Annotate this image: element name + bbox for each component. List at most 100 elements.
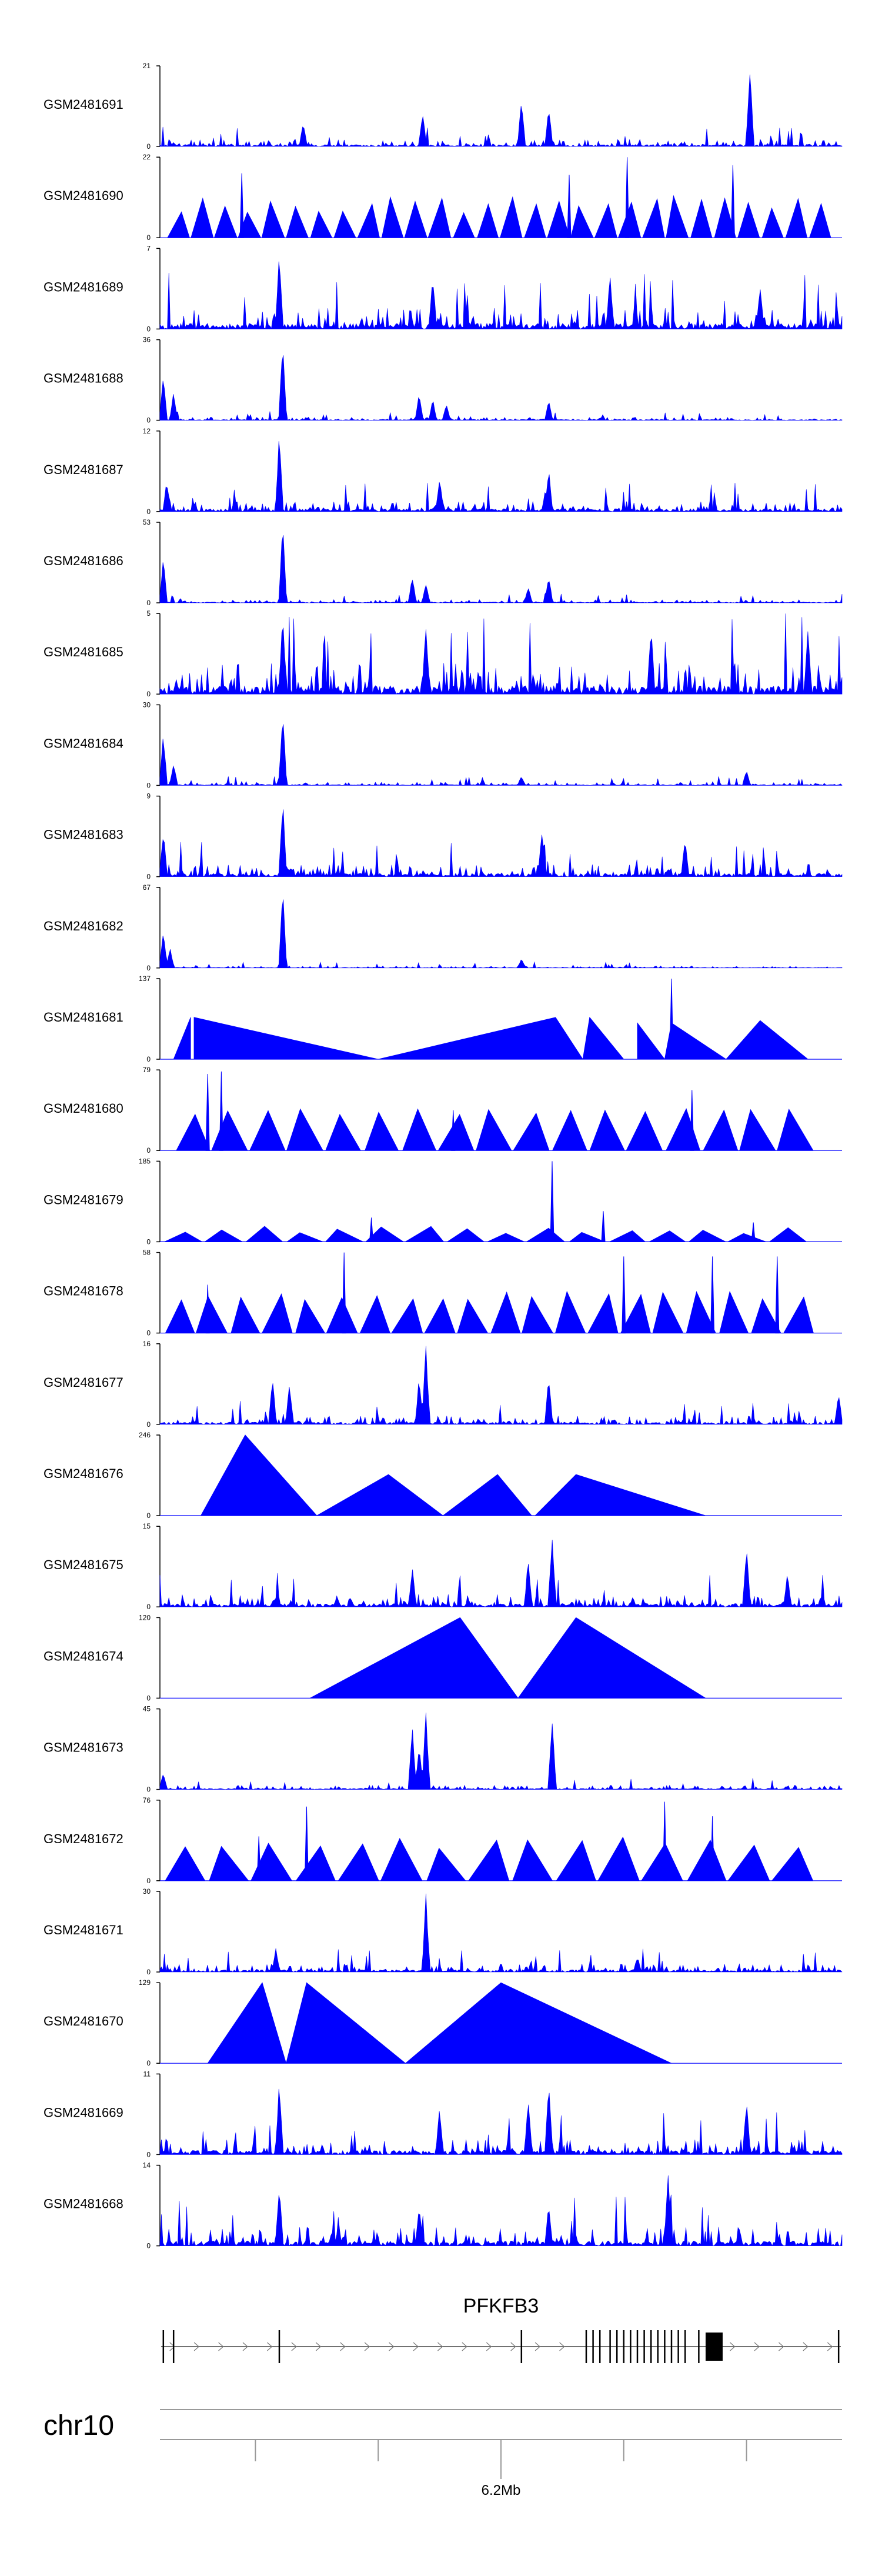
coverage-triangle	[195, 1295, 228, 1333]
coverage-triangle	[209, 1846, 249, 1881]
y-min-label: 0	[146, 1786, 151, 1794]
coverage-triangle	[365, 1112, 399, 1151]
track-label: GSM2481671	[44, 1923, 123, 1937]
coverage-triangle	[666, 195, 689, 238]
coverage-triangle	[637, 1022, 666, 1060]
y-max-label: 120	[139, 1613, 151, 1621]
y-min-label: 0	[146, 416, 151, 425]
coverage-triangle	[380, 1837, 423, 1881]
coverage-spike	[567, 175, 572, 238]
gene-track: PFKFB3	[161, 2295, 841, 2363]
track-label: GSM2481684	[44, 736, 123, 750]
y-max-label: 11	[143, 2070, 151, 2078]
coverage-triangle	[809, 202, 831, 238]
coverage-triangle	[200, 1434, 318, 1516]
track-label: GSM2481669	[44, 2105, 123, 2120]
strand-arrow	[779, 2342, 784, 2351]
coverage-triangle	[405, 1982, 672, 2064]
coverage-triangle	[490, 1291, 521, 1333]
coverage-triangle	[165, 1299, 195, 1333]
coverage-triangle	[167, 211, 190, 238]
coverage-triangle	[249, 1110, 286, 1151]
coverage-area	[159, 1346, 843, 1425]
track-label: GSM2481689	[44, 279, 123, 294]
coverage-triangle	[554, 1290, 586, 1333]
coverage-triangle	[213, 205, 238, 238]
coverage-triangle	[207, 1982, 287, 2064]
coverage-area	[159, 74, 843, 147]
y-max-label: 9	[146, 792, 151, 800]
coverage-triangle	[295, 1299, 326, 1333]
coverage-triangle	[404, 200, 427, 238]
coverage-triangle	[286, 1108, 323, 1151]
coverage-triangle	[727, 1233, 766, 1242]
coverage-area	[159, 261, 843, 330]
coverage-triangle	[477, 203, 499, 238]
track-GSM2481672: GSM2481672 76 0	[44, 1796, 842, 1885]
track-GSM2481677: GSM2481677 16 0	[44, 1340, 843, 1429]
coverage-triangle	[552, 1110, 587, 1151]
track-label: GSM2481676	[44, 1466, 123, 1481]
y-min-label: 0	[146, 1877, 151, 1885]
coverage-triangle	[453, 212, 475, 238]
coverage-triangle	[517, 1617, 707, 1699]
coverage-triangle	[547, 200, 570, 238]
strand-arrow	[267, 2342, 273, 2351]
track-label: GSM2481668	[44, 2197, 123, 2211]
coverage-triangle	[173, 1017, 191, 1060]
coverage-triangle	[641, 1843, 683, 1881]
strand-arrow	[534, 2342, 541, 2351]
coverage-spike	[304, 1806, 309, 1881]
y-min-label: 0	[146, 1694, 151, 1702]
y-max-label: 137	[139, 975, 151, 983]
coverage-triangle	[737, 202, 760, 238]
y-min-label: 0	[146, 142, 151, 151]
coverage-spike	[601, 1211, 606, 1242]
coverage-spike	[690, 1090, 694, 1151]
strand-arrow	[437, 2342, 443, 2351]
y-min-label: 0	[146, 1237, 151, 1246]
coverage-triangle	[211, 1110, 248, 1151]
coverage-triangle	[727, 1844, 770, 1881]
y-max-label: 67	[143, 883, 151, 892]
y-max-label: 76	[143, 1796, 151, 1804]
coverage-triangle	[690, 198, 713, 238]
coverage-triangle	[381, 196, 404, 238]
coverage-triangle	[626, 1111, 663, 1151]
track-label: GSM2481691	[44, 97, 123, 112]
track-label: GSM2481670	[44, 2014, 123, 2028]
strand-arrow	[803, 2342, 808, 2351]
coverage-triangle	[526, 1227, 566, 1242]
chromosome-label: chr10	[44, 2410, 114, 2441]
coverage-triangle	[556, 1840, 596, 1881]
coverage-triangle	[703, 1109, 739, 1151]
coverage-spike	[342, 1252, 346, 1334]
exon-block	[706, 2333, 723, 2361]
track-GSM2481689: GSM2481689 7 0	[44, 244, 843, 333]
track-GSM2481690: GSM2481690 22 0	[44, 153, 842, 242]
coverage-triangle	[427, 197, 452, 238]
track-GSM2481668: GSM2481668 14 0	[44, 2161, 843, 2250]
track-label: GSM2481673	[44, 1740, 123, 1755]
track-GSM2481675: GSM2481675 15 0	[44, 1522, 843, 1611]
coverage-spike	[751, 1222, 756, 1242]
y-min-label: 0	[146, 964, 151, 972]
coverage-triangle	[262, 1293, 293, 1333]
coverage-triangle	[649, 1230, 686, 1242]
coverage-triangle	[310, 211, 333, 238]
coverage-triangle	[524, 203, 546, 238]
coverage-triangle	[688, 1230, 726, 1242]
track-GSM2481687: GSM2481687 12 0	[44, 427, 843, 516]
track-GSM2481682: GSM2481682 67 0	[44, 883, 843, 972]
y-max-label: 22	[143, 153, 151, 161]
coverage-triangle	[245, 1226, 283, 1242]
coverage-triangle	[534, 1474, 706, 1516]
y-min-label: 0	[146, 2150, 151, 2158]
coverage-triangle	[164, 1232, 203, 1242]
strand-arrow	[486, 2342, 492, 2351]
coverage-triangle	[652, 1292, 684, 1333]
track-GSM2481688: GSM2481688 36 0	[44, 336, 843, 425]
coverage-triangle	[597, 1836, 640, 1881]
y-max-label: 16	[143, 1340, 151, 1348]
coverage-triangle	[589, 1109, 625, 1151]
